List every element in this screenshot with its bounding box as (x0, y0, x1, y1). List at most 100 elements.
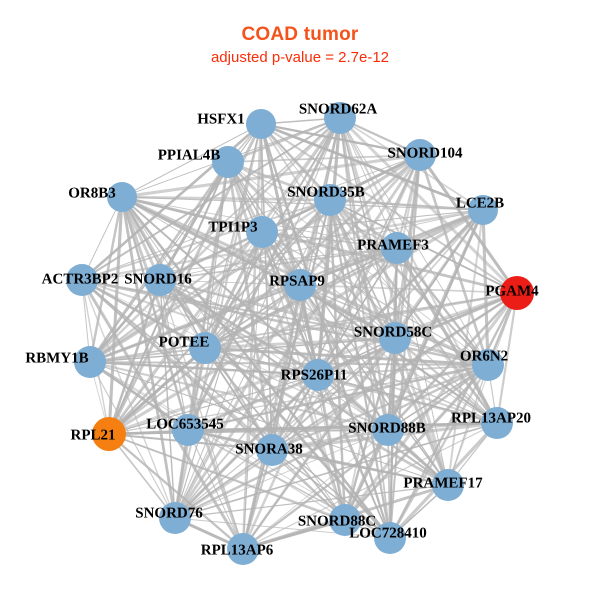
graph-node-loc728410[interactable] (374, 522, 406, 554)
graph-node-ppial4b[interactable] (212, 146, 244, 178)
graph-node-rps26p11[interactable] (302, 359, 334, 391)
graph-node-pramef3[interactable] (381, 232, 413, 264)
graph-edge (260, 122, 421, 157)
graph-edge (173, 154, 422, 519)
graph-edge (159, 279, 389, 431)
graph-edge (271, 363, 489, 452)
graph-node-rpsap9[interactable] (284, 269, 316, 301)
graph-edge (121, 123, 262, 198)
graph-edge (187, 363, 489, 432)
graph-node-rpl13ap6[interactable] (227, 533, 259, 565)
graph-edge (159, 230, 263, 282)
graph-edge (394, 336, 489, 367)
graph-node-snord88b[interactable] (372, 414, 404, 446)
graph-edge (174, 429, 389, 519)
graph-edge (159, 278, 319, 377)
graph-edge (81, 278, 449, 487)
graph-node-snord76[interactable] (159, 502, 191, 534)
graph-node-pramef17[interactable] (432, 469, 464, 501)
graph-edge (108, 231, 263, 435)
graph-node-rbmy1b[interactable] (74, 346, 106, 378)
graph-edge (329, 198, 484, 212)
graph-edge (89, 361, 489, 366)
graph-edge (227, 116, 341, 164)
graph-edge (396, 247, 449, 486)
graph-edge (242, 429, 389, 550)
graph-edge (88, 196, 124, 363)
graph-edge (174, 517, 391, 539)
graph-edge (89, 361, 346, 521)
graph-edge (89, 347, 206, 363)
graph-edge (89, 360, 319, 377)
graph-edge (121, 153, 421, 199)
graph-node-potee[interactable] (189, 332, 221, 364)
graph-edge (159, 279, 176, 519)
graph-node-pgam4[interactable] (500, 276, 534, 310)
graph-edge (187, 374, 319, 431)
graph-edge (204, 291, 518, 350)
graph-edge (174, 422, 498, 519)
graph-edge (299, 284, 498, 424)
graph-edge (187, 422, 498, 431)
graph-edge (261, 231, 398, 249)
graph-node-snord58c[interactable] (379, 322, 411, 354)
graph-edge (447, 292, 518, 486)
graph-edge (204, 336, 396, 350)
graph-edge (89, 361, 176, 519)
graph-node-hsfx1[interactable] (246, 109, 276, 139)
graph-node-or6n2[interactable] (472, 349, 504, 381)
graph-node-rpl13ap20[interactable] (481, 407, 513, 439)
graph-edge (159, 279, 244, 550)
graph-edge (107, 196, 124, 435)
graph-node-snora38[interactable] (256, 434, 288, 466)
graph-edge (81, 199, 331, 281)
graph-edge (81, 247, 398, 281)
graph-edge (317, 374, 391, 539)
graph-node-lce2b[interactable] (468, 195, 498, 225)
graph-node-or8b3[interactable] (107, 182, 137, 212)
graph-edge (81, 278, 489, 367)
graph-edge (271, 449, 346, 521)
graph-edge (387, 364, 489, 431)
graph-edge (271, 449, 391, 539)
graph-edge (495, 292, 519, 424)
graph-edge (261, 209, 484, 233)
graph-edge (121, 196, 484, 211)
node-layer (66, 102, 534, 565)
edge-layer (80, 116, 519, 551)
graph-node-snord16[interactable] (144, 264, 176, 296)
graph-edge (418, 154, 490, 366)
graph-edge (108, 208, 484, 436)
graph-edge (174, 247, 398, 519)
graph-node-actr3bp2[interactable] (66, 264, 98, 296)
graph-edge (204, 347, 346, 521)
graph-edge (317, 364, 489, 376)
graph-edge (227, 160, 331, 202)
graph-edge (81, 208, 484, 282)
graph-edge (174, 484, 449, 519)
graph-edge (108, 433, 176, 519)
graph-node-tpi1p3[interactable] (246, 216, 278, 248)
graph-node-rpl21[interactable] (92, 417, 126, 451)
graph-node-snord62a[interactable] (324, 102, 356, 134)
graph-node-snord35b[interactable] (314, 184, 346, 216)
graph-node-snord88c[interactable] (329, 504, 361, 536)
graph-node-snord104[interactable] (404, 139, 436, 171)
graph-edge (89, 360, 189, 432)
graph-edge (108, 364, 489, 435)
graph-edge (242, 518, 346, 551)
graph-edge (317, 374, 498, 424)
graph-edge (88, 279, 162, 363)
graph-node-loc653545[interactable] (172, 414, 204, 446)
graph-edge (204, 284, 301, 349)
graph-edge (260, 122, 484, 212)
graph-edge (120, 196, 245, 550)
graph-edge (121, 195, 331, 202)
graph-edge (81, 154, 421, 281)
graph-edge (108, 433, 244, 550)
graph-edge (227, 154, 421, 163)
graph-edge (481, 209, 490, 366)
graph-edge (174, 231, 263, 519)
graph-edge (187, 231, 263, 431)
